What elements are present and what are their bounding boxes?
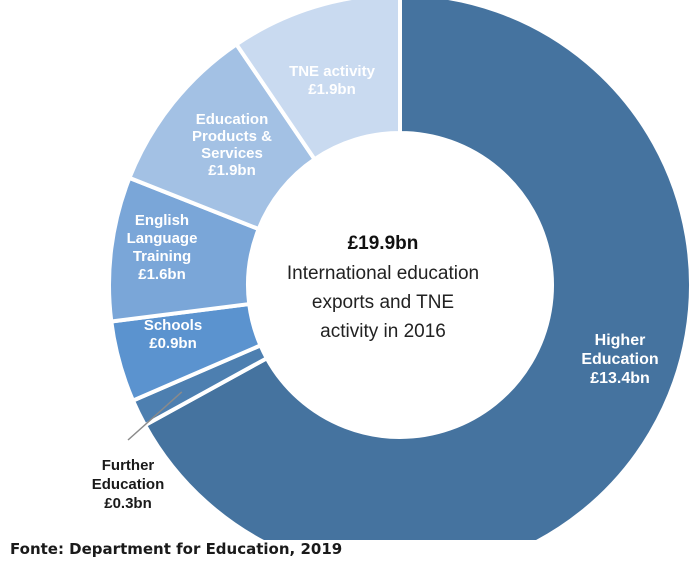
- slice-label-line: Schools: [144, 317, 202, 334]
- donut-chart: Higher Education £13.4bn Further Education £0…: [92, 0, 693, 540]
- slices: [107, 0, 693, 540]
- source-note: Fonte: Department for Education, 2019: [10, 540, 343, 558]
- slice-label-line: TNE activity: [289, 63, 376, 80]
- slice-label-line: Training: [133, 248, 191, 265]
- further-education-leader-line: [127, 391, 183, 441]
- center-description-line: International education: [287, 263, 479, 284]
- center-description-line: exports and TNE: [312, 292, 454, 313]
- slice-label: TNE activity £1.9bn: [289, 63, 376, 98]
- slice-label: Further Education £0.3bn: [92, 457, 165, 512]
- slice-label-line: English: [135, 212, 189, 229]
- slice-label-line: £1.6bn: [138, 266, 186, 283]
- slice-label-line: Education: [196, 111, 269, 128]
- slice-higher-education: [142, 0, 693, 540]
- slice-tne-activity: [233, 0, 402, 163]
- center-description-line: activity in 2016: [320, 321, 446, 342]
- center-total: £19.9bn: [348, 233, 419, 254]
- slice-label-line: Products &: [192, 128, 272, 145]
- slice-label-line: Services: [201, 145, 263, 162]
- slice-label-line: Education: [92, 476, 165, 493]
- slice-label-line: Higher: [595, 332, 646, 349]
- slice-label: English Language Training £1.6bn: [127, 212, 198, 283]
- slice-label-line: Education: [581, 351, 658, 368]
- slice-label: Education Products & Services £1.9bn: [192, 111, 272, 179]
- slice-label: Higher Education £13.4bn: [581, 332, 658, 387]
- slice-label-line: £1.9bn: [208, 162, 256, 179]
- slice-label-line: £1.9bn: [308, 81, 356, 98]
- slice-label-line: Further: [102, 457, 155, 474]
- center-label: £19.9bn International education exports …: [287, 233, 479, 342]
- slice-label-line: £13.4bn: [590, 370, 650, 387]
- slice-label: Schools £0.9bn: [144, 317, 202, 352]
- slice-labels: Higher Education £13.4bn Further Education £0…: [92, 63, 659, 512]
- slice-label-line: Language: [127, 230, 198, 247]
- slice-label-line: £0.9bn: [149, 335, 197, 352]
- slice-label-line: £0.3bn: [104, 495, 152, 512]
